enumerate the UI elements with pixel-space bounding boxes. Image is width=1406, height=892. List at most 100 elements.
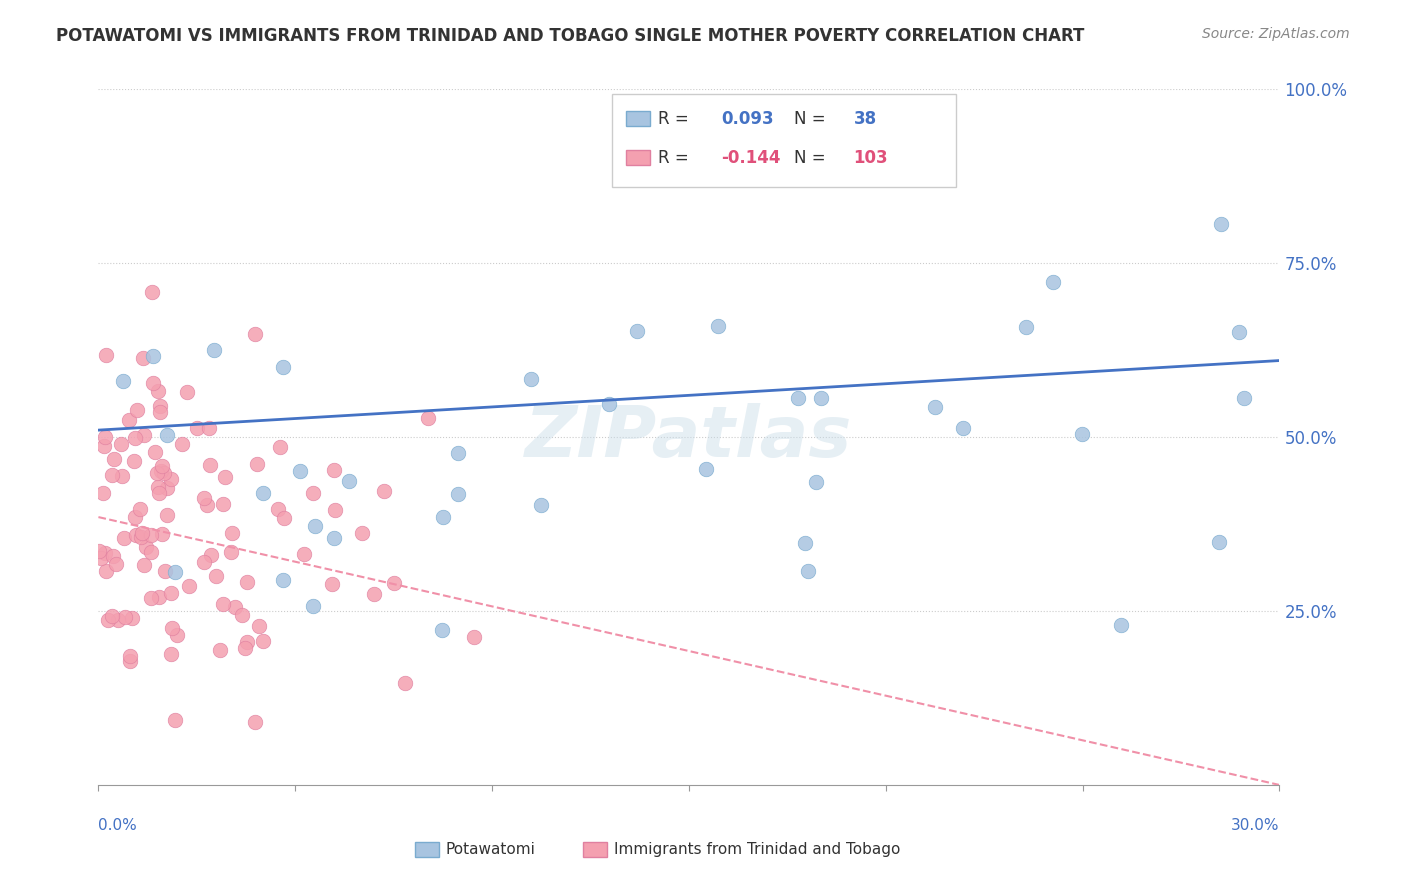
Point [252, 486, 274, 500]
Point [288, 464, 311, 478]
Point [134, 558, 156, 573]
Point [1227, 325, 1250, 339]
Point [149, 404, 172, 418]
Point [221, 525, 243, 540]
Point [373, 483, 395, 498]
Point [163, 713, 186, 727]
Point [198, 421, 221, 435]
Point [90, 550, 112, 565]
Point [101, 468, 124, 483]
Point [195, 498, 218, 512]
Point [252, 634, 274, 648]
Point [337, 475, 360, 489]
Point [193, 491, 215, 505]
Point [121, 611, 143, 625]
Point [1208, 534, 1230, 549]
Point [165, 565, 187, 579]
Point [233, 641, 256, 656]
Point [150, 464, 173, 478]
Text: ZIPatlas: ZIPatlas [526, 402, 852, 472]
Point [141, 544, 163, 558]
Point [141, 285, 163, 299]
Point [160, 621, 183, 635]
Point [418, 411, 440, 425]
Point [150, 458, 173, 473]
Point [530, 499, 553, 513]
Point [87, 543, 110, 558]
Point [266, 501, 288, 516]
Point [200, 458, 222, 473]
Point [111, 375, 134, 389]
Point [200, 548, 222, 562]
Point [269, 440, 291, 454]
Text: POTAWATOMI VS IMMIGRANTS FROM TRINIDAD AND TOBAGO SINGLE MOTHER POVERTY CORRELAT: POTAWATOMI VS IMMIGRANTS FROM TRINIDAD A… [56, 27, 1084, 45]
Point [186, 420, 208, 434]
Point [124, 509, 146, 524]
Point [139, 528, 162, 542]
Point [804, 475, 827, 490]
Point [221, 545, 243, 559]
Point [105, 558, 128, 572]
Point [156, 481, 179, 495]
Point [794, 536, 817, 550]
Point [273, 511, 295, 525]
Text: Source: ZipAtlas.com: Source: ZipAtlas.com [1202, 27, 1350, 41]
Point [153, 466, 176, 480]
Point [350, 525, 373, 540]
Point [271, 359, 294, 374]
Point [148, 486, 170, 500]
Point [463, 630, 485, 644]
Point [952, 421, 974, 435]
Point [1070, 427, 1092, 442]
Point [787, 392, 810, 406]
Text: 38: 38 [853, 110, 876, 128]
Point [245, 326, 267, 341]
Point [323, 503, 346, 517]
Point [432, 510, 454, 524]
Point [447, 487, 470, 501]
Point [247, 618, 270, 632]
Point [156, 428, 179, 442]
Text: 0.093: 0.093 [721, 110, 773, 128]
Point [1111, 618, 1133, 632]
Point [209, 643, 232, 657]
Point [382, 575, 405, 590]
Point [520, 372, 543, 386]
Point [166, 627, 188, 641]
Point [246, 457, 269, 471]
Point [146, 466, 169, 480]
Point [231, 607, 253, 622]
Point [236, 635, 259, 649]
Point [120, 648, 142, 663]
Point [447, 446, 470, 460]
Point [118, 413, 141, 427]
Point [149, 399, 172, 413]
Point [160, 586, 183, 600]
Point [235, 574, 257, 589]
Point [432, 624, 454, 638]
Point [94, 564, 117, 578]
Point [120, 654, 142, 668]
Point [141, 591, 163, 605]
Point [101, 609, 124, 624]
Text: R =: R = [658, 110, 695, 128]
Point [96, 348, 118, 362]
Point [214, 470, 236, 484]
Text: 30.0%: 30.0% [1232, 818, 1279, 832]
Point [323, 531, 346, 545]
Point [103, 452, 125, 467]
Point [321, 577, 343, 591]
Point [148, 591, 170, 605]
Point [132, 351, 155, 366]
Text: 103: 103 [853, 149, 889, 167]
Point [797, 564, 820, 578]
Point [112, 531, 135, 545]
Text: Immigrants from Trinidad and Tobago: Immigrants from Trinidad and Tobago [614, 842, 901, 856]
Point [394, 676, 416, 690]
Point [1233, 391, 1256, 405]
Point [212, 598, 235, 612]
Point [224, 600, 246, 615]
Point [107, 614, 129, 628]
Point [124, 431, 146, 445]
Point [142, 376, 165, 390]
